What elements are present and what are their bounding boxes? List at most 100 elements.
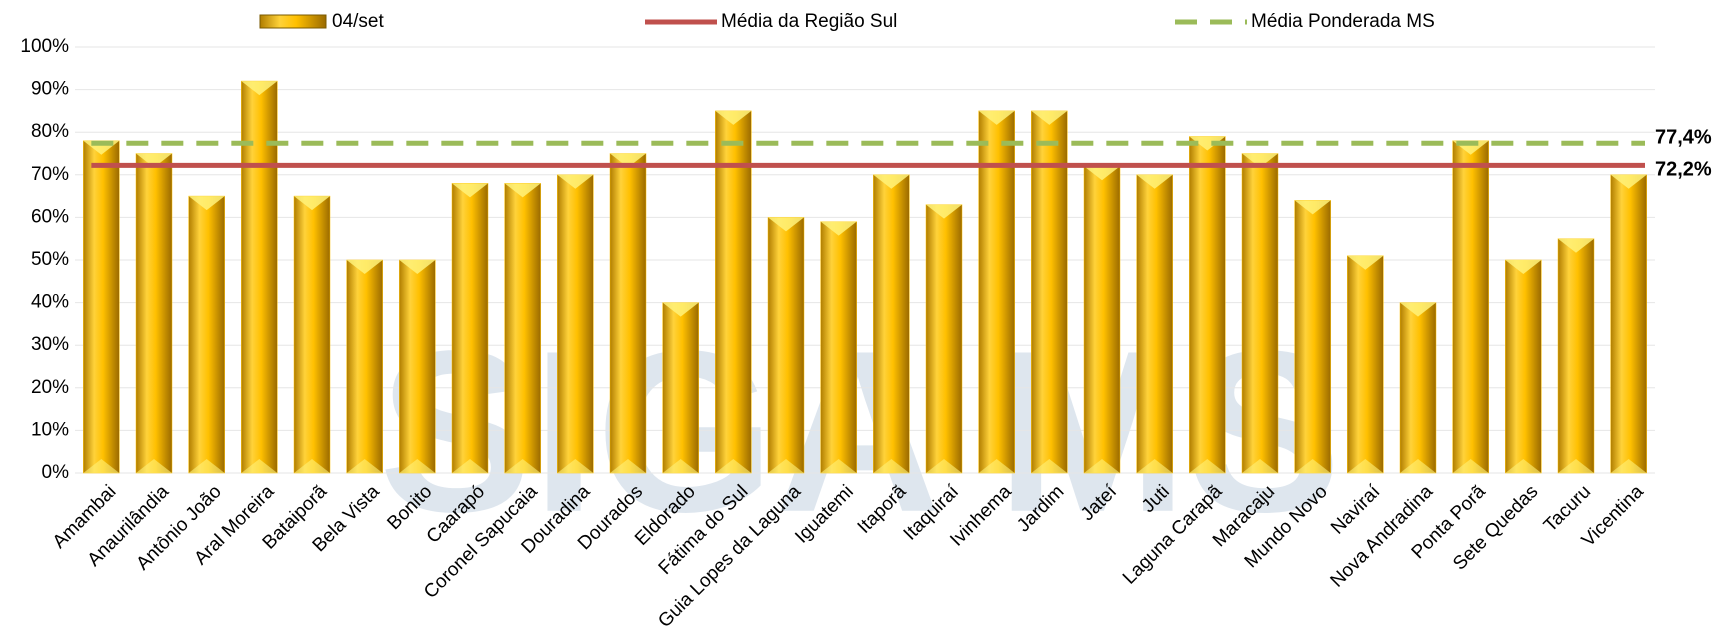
bar-bevel bbox=[1136, 459, 1173, 473]
bar-bevel bbox=[662, 459, 699, 473]
legend-swatch bbox=[259, 14, 327, 29]
bar-bevel bbox=[241, 81, 278, 96]
bar bbox=[767, 217, 805, 474]
bar bbox=[1399, 302, 1437, 474]
bar bbox=[346, 259, 383, 474]
bar-bevel bbox=[1084, 166, 1120, 181]
legend-label: Média Ponderada MS bbox=[1251, 11, 1435, 32]
bar-bevel bbox=[188, 196, 225, 211]
bar-bevel bbox=[768, 217, 804, 232]
bar-bevel bbox=[399, 260, 436, 274]
bar bbox=[241, 80, 278, 474]
bar-bevel bbox=[294, 196, 330, 211]
bar-bevel bbox=[452, 183, 488, 198]
bar-bevel bbox=[1400, 302, 1436, 317]
bar bbox=[188, 195, 225, 474]
bar-bevel bbox=[1242, 459, 1278, 473]
bar-bevel bbox=[1136, 174, 1173, 189]
bar-bevel bbox=[662, 302, 699, 317]
bar bbox=[1610, 174, 1647, 474]
y-tick-label: 70% bbox=[31, 164, 69, 185]
bar-bevel bbox=[926, 459, 962, 473]
bar-bevel bbox=[1558, 238, 1594, 253]
bar-bevel bbox=[1505, 459, 1542, 473]
bar bbox=[609, 153, 647, 474]
bar-bevel bbox=[1610, 459, 1647, 473]
bar-bevel bbox=[504, 459, 541, 473]
bar-bevel bbox=[1347, 255, 1384, 270]
legend-label: 04/set bbox=[332, 11, 384, 32]
bar-bevel bbox=[873, 459, 910, 473]
bar-bevel bbox=[452, 459, 488, 473]
bar-bevel bbox=[1189, 136, 1226, 151]
reference-label: 72,2% bbox=[1655, 159, 1712, 181]
bar-bevel bbox=[557, 174, 594, 189]
bar-bevel bbox=[715, 459, 752, 473]
reference-label: 77,4% bbox=[1655, 127, 1712, 149]
bar bbox=[1505, 259, 1542, 474]
bar-bevel bbox=[978, 459, 1015, 473]
y-tick-label: 20% bbox=[31, 377, 69, 398]
bar-bevel bbox=[1242, 153, 1278, 168]
bar bbox=[557, 174, 594, 474]
y-tick-label: 50% bbox=[31, 249, 69, 270]
bar-bevel bbox=[926, 204, 962, 219]
bar-bevel bbox=[241, 459, 278, 473]
bar bbox=[1083, 166, 1121, 474]
bar bbox=[873, 174, 910, 474]
bar-bevel bbox=[1031, 459, 1068, 473]
y-tick-label: 90% bbox=[31, 79, 69, 100]
bar bbox=[715, 110, 752, 474]
bar-bevel bbox=[1294, 459, 1331, 473]
legend-label: Média da Região Sul bbox=[721, 11, 897, 32]
bar bbox=[1031, 110, 1068, 474]
bar bbox=[662, 302, 699, 474]
bar bbox=[925, 204, 963, 474]
bar-bevel bbox=[1400, 459, 1436, 473]
bar-bevel bbox=[188, 459, 225, 473]
bar-bevel bbox=[1294, 200, 1331, 215]
bar-bevel bbox=[715, 110, 752, 125]
bar-bevel bbox=[978, 110, 1015, 125]
bar-bevel bbox=[136, 459, 172, 473]
bar-bevel bbox=[1084, 459, 1120, 473]
bar bbox=[1136, 174, 1173, 474]
bar-bevel bbox=[346, 459, 383, 473]
bar bbox=[451, 183, 489, 474]
bar-bevel bbox=[1558, 459, 1594, 473]
bar-bevel bbox=[504, 183, 541, 198]
bar-bevel bbox=[83, 459, 120, 473]
bar-bevel bbox=[1031, 110, 1068, 125]
bar-bevel bbox=[820, 221, 857, 236]
y-tick-label: 60% bbox=[31, 206, 69, 227]
y-tick-label: 0% bbox=[42, 462, 70, 483]
bar bbox=[293, 195, 331, 474]
bar-bevel bbox=[399, 459, 436, 473]
bar-bevel bbox=[768, 459, 804, 473]
bar-bevel bbox=[610, 153, 646, 168]
y-tick-label: 10% bbox=[31, 419, 69, 440]
y-tick-label: 40% bbox=[31, 292, 69, 313]
bar-bevel bbox=[346, 260, 383, 274]
bar-bevel bbox=[136, 153, 172, 168]
bar-bevel bbox=[610, 459, 646, 473]
bar bbox=[1189, 136, 1226, 474]
bar bbox=[1294, 200, 1331, 474]
bar-bevel bbox=[1610, 174, 1647, 189]
bar-bevel bbox=[873, 174, 910, 189]
bar-bevel bbox=[1452, 459, 1489, 473]
bar bbox=[1241, 153, 1279, 474]
bar-bevel bbox=[294, 459, 330, 473]
bar bbox=[820, 221, 857, 474]
bar bbox=[399, 259, 436, 474]
bar bbox=[504, 183, 541, 474]
y-tick-label: 100% bbox=[20, 36, 69, 57]
bar-bevel bbox=[1505, 260, 1542, 274]
bar-bevel bbox=[1347, 459, 1384, 473]
bar bbox=[1347, 255, 1384, 474]
bar bbox=[135, 153, 173, 474]
bar-bevel bbox=[557, 459, 594, 473]
bar bbox=[1557, 238, 1595, 474]
bar bbox=[83, 140, 120, 474]
